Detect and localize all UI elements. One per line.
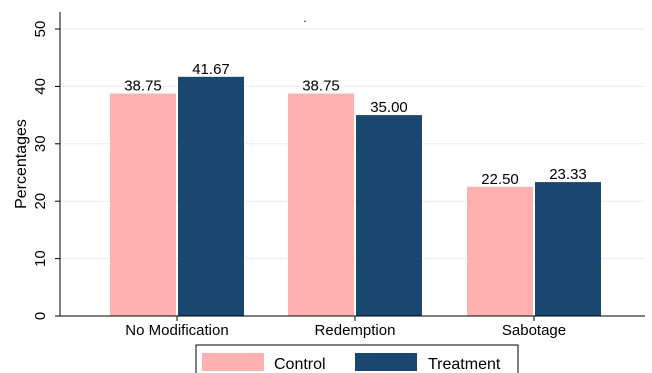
y-tick-label: 0 <box>32 312 49 320</box>
data-labels: 38.75 41.67 38.75 35.00 22.50 23.33 <box>124 61 587 188</box>
y-tick-label: 20 <box>32 193 49 210</box>
legend-label-control: Control <box>274 356 326 373</box>
bar-treatment <box>178 76 244 316</box>
x-category-label: Sabotage <box>502 322 566 339</box>
y-ticks: 0 10 20 30 40 50 <box>32 21 60 320</box>
bars <box>110 76 601 316</box>
legend-swatch-control <box>202 353 264 371</box>
data-label: 35.00 <box>370 99 408 116</box>
bar-treatment <box>535 182 601 316</box>
bar-treatment <box>356 115 422 316</box>
y-tick-label: 40 <box>32 78 49 95</box>
data-label: 41.67 <box>192 61 230 78</box>
axes <box>59 12 645 317</box>
y-axis-title: Percentages <box>13 119 30 209</box>
x-categories: No Modification Redemption Sabotage <box>125 316 566 339</box>
bar-control <box>288 93 354 316</box>
data-label: 23.33 <box>549 166 587 183</box>
y-tick-label: 10 <box>32 250 49 267</box>
title-mark: . <box>303 11 306 25</box>
bar-control <box>110 93 176 316</box>
bar-control <box>467 186 533 316</box>
legend-swatch-treatment <box>355 353 417 371</box>
legend: Control Treatment <box>195 344 519 373</box>
y-tick-label: 30 <box>32 135 49 152</box>
data-label: 38.75 <box>124 78 162 95</box>
data-label: 22.50 <box>481 171 519 188</box>
x-category-label: No Modification <box>125 322 228 339</box>
x-category-label: Redemption <box>315 322 396 339</box>
y-tick-label: 50 <box>32 21 49 38</box>
data-label: 38.75 <box>302 78 340 95</box>
legend-label-treatment: Treatment <box>428 356 501 373</box>
